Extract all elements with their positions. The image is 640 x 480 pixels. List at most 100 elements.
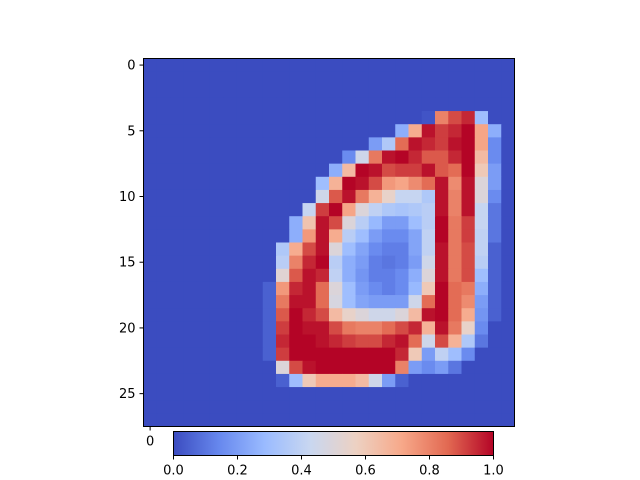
heatmap-cell — [329, 308, 343, 322]
heatmap-cell — [276, 347, 290, 362]
heatmap-cell — [183, 321, 197, 335]
heatmap-cell — [461, 255, 476, 270]
heatmap-cell — [408, 229, 423, 243]
heatmap-cell — [329, 281, 343, 296]
heatmap-cell — [355, 71, 370, 86]
heatmap-cell — [474, 84, 489, 99]
heatmap-cell — [209, 216, 224, 230]
heatmap-cell — [501, 347, 515, 362]
heatmap-cell — [395, 58, 409, 73]
heatmap-cell — [289, 255, 303, 270]
heatmap-cell — [435, 124, 449, 138]
heatmap-cell — [461, 203, 476, 217]
heatmap-cell — [262, 84, 277, 99]
heatmap-cell — [329, 97, 343, 112]
heatmap-cell — [421, 216, 436, 230]
heatmap-cell — [262, 387, 277, 401]
heatmap-cell — [355, 229, 370, 243]
heatmap-cell — [209, 255, 224, 270]
heatmap-cell — [236, 255, 250, 270]
heatmap-cell — [276, 124, 290, 138]
heatmap-cell — [448, 84, 462, 99]
heatmap-cell — [421, 373, 436, 388]
heatmap-cell — [474, 373, 489, 388]
heatmap-cell — [488, 124, 502, 138]
heatmap-cell — [408, 176, 423, 191]
heatmap-cell — [474, 255, 489, 270]
heatmap-cell — [435, 150, 449, 165]
heatmap-cell — [488, 281, 502, 296]
heatmap-cell — [488, 413, 502, 427]
heatmap-cell — [249, 360, 264, 375]
heatmap-cell — [262, 58, 277, 73]
heatmap-cell — [236, 268, 250, 283]
heatmap-cell — [408, 255, 423, 270]
heatmap-cell — [196, 137, 211, 151]
heatmap-cell — [395, 360, 409, 375]
heatmap-cell — [249, 373, 264, 388]
heatmap-cell — [461, 373, 476, 388]
heatmap-cell — [488, 308, 502, 322]
heatmap-cell — [448, 97, 462, 112]
heatmap-cell — [223, 163, 237, 178]
heatmap-cell — [170, 229, 184, 243]
heatmap-cell — [329, 360, 343, 375]
heatmap-cell — [289, 111, 303, 125]
heatmap-cell — [488, 163, 502, 178]
heatmap-cell — [289, 97, 303, 112]
heatmap-cell — [368, 281, 383, 296]
heatmap-cell — [223, 373, 237, 388]
heatmap-cell — [474, 97, 489, 112]
heatmap-cell — [209, 295, 224, 309]
heatmap-cell — [355, 360, 370, 375]
heatmap-cell — [501, 163, 515, 178]
heatmap-cell — [501, 281, 515, 296]
heatmap-cell — [368, 84, 383, 99]
heatmap-cell — [501, 413, 515, 427]
heatmap-cell — [501, 387, 515, 401]
heatmap-cell — [342, 71, 356, 86]
heatmap-cell — [435, 360, 449, 375]
heatmap-cell — [382, 413, 396, 427]
heatmap-cell — [368, 203, 383, 217]
heatmap-cell — [395, 308, 409, 322]
heatmap-cell — [302, 84, 317, 99]
heatmap-cell — [435, 84, 449, 99]
heatmap-cell — [435, 347, 449, 362]
heatmap-cell — [474, 360, 489, 375]
heatmap-cell — [302, 387, 317, 401]
heatmap-cell — [170, 216, 184, 230]
heatmap-cell — [276, 84, 290, 99]
heatmap-cell — [183, 373, 197, 388]
heatmap-cell — [368, 347, 383, 362]
heatmap-cell — [143, 387, 158, 401]
heatmap-cell — [209, 229, 224, 243]
heatmap-cell — [236, 176, 250, 191]
heatmap-cell — [262, 111, 277, 125]
heatmap-cell — [289, 58, 303, 73]
heatmap-cell — [143, 84, 158, 99]
heatmap-cell — [342, 111, 356, 125]
heatmap-cell — [461, 58, 476, 73]
colorbar-tick-label: 0.4 — [291, 464, 312, 479]
heatmap-cell — [395, 321, 409, 335]
heatmap-cell — [501, 242, 515, 257]
heatmap-cell — [262, 229, 277, 243]
heatmap-cell — [448, 413, 462, 427]
heatmap-cell — [183, 387, 197, 401]
heatmap-cell — [395, 387, 409, 401]
heatmap-cell — [289, 308, 303, 322]
heatmap-cell — [223, 413, 237, 427]
heatmap-cell — [183, 176, 197, 191]
heatmap-cell — [143, 111, 158, 125]
heatmap-cell — [488, 360, 502, 375]
heatmap-cell — [329, 413, 343, 427]
heatmap-cell — [355, 84, 370, 99]
heatmap-cell — [276, 58, 290, 73]
heatmap-cell — [421, 124, 436, 138]
heatmap-cell — [382, 216, 396, 230]
heatmap-cell — [183, 242, 197, 257]
heatmap-cell — [249, 176, 264, 191]
heatmap-cell — [408, 387, 423, 401]
heatmap-cell — [448, 71, 462, 86]
